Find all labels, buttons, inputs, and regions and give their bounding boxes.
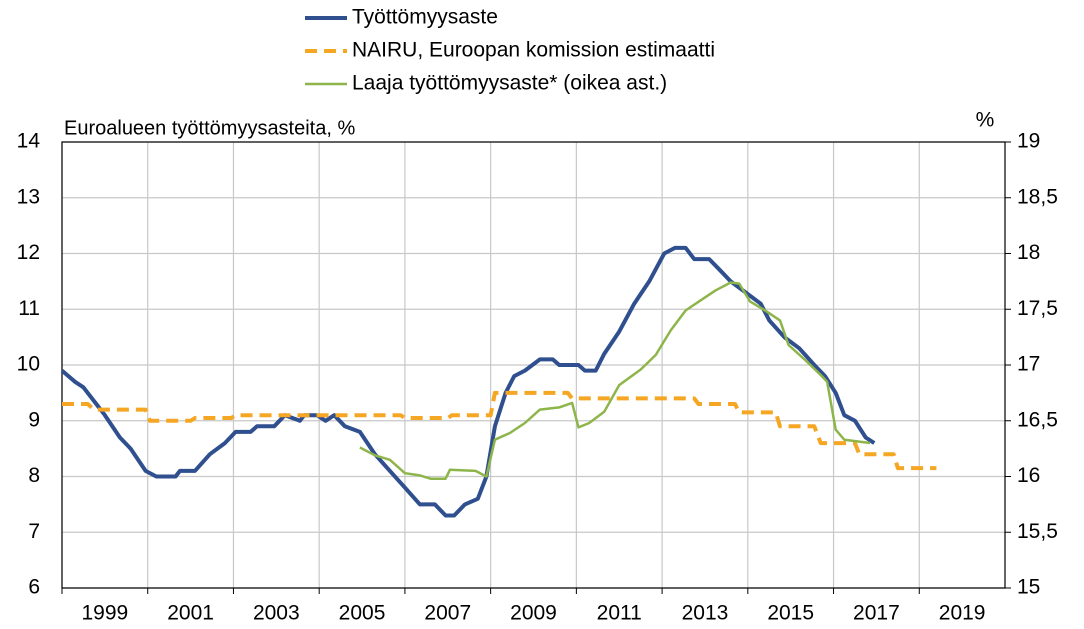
y-tick-label: 14: [17, 130, 41, 153]
y2-tick-label: 17,5: [1017, 297, 1058, 320]
x-tick-label: 2019: [939, 602, 986, 625]
x-tick-label: 2011: [597, 602, 642, 625]
y2-tick-label: 19: [1017, 130, 1040, 153]
series-line: [359, 281, 871, 480]
x-tick-label: 2003: [253, 602, 300, 625]
y-tick-label: 10: [17, 353, 40, 376]
x-tick-label: 2005: [339, 602, 386, 625]
series-line: [62, 390, 937, 471]
y2-tick-label: 16,5: [1017, 408, 1058, 431]
x-tick-label: 2017: [853, 602, 900, 625]
plot-frame: [61, 141, 1006, 589]
y2-axis-label: %: [976, 109, 995, 132]
x-tick-label: 2007: [424, 602, 471, 625]
x-tick-label: 2015: [767, 602, 814, 625]
x-tick-label: 2009: [510, 602, 557, 625]
y-tick-label: 7: [28, 520, 40, 543]
legend-label: Laaja työttömyysaste* (oikea ast.): [352, 72, 667, 95]
y2-tick-label: 15,5: [1017, 520, 1058, 543]
chart-title: Euroalueen työttömyysasteita, %: [64, 117, 355, 139]
y2-tick-label: 16: [1017, 464, 1040, 487]
y-tick-label: 8: [28, 464, 40, 487]
legend-label: Työttömyysaste: [352, 6, 498, 29]
y-tick-label: 6: [28, 576, 40, 599]
x-tick-label: 2013: [682, 602, 729, 625]
y-tick-label: 9: [28, 408, 40, 431]
y2-tick-label: 18,5: [1017, 185, 1058, 208]
y-tick-label: 13: [17, 185, 40, 208]
y2-tick-label: 18: [1017, 241, 1040, 264]
y2-tick-label: 15: [1017, 576, 1040, 599]
y2-tick-label: 17: [1017, 353, 1040, 376]
y-tick-label: 11: [18, 297, 40, 320]
y-tick-label: 12: [17, 241, 40, 264]
x-tick-label: 1999: [82, 602, 129, 625]
legend-label: NAIRU, Euroopan komission estimaatti: [352, 39, 715, 62]
x-tick-label: 2001: [167, 602, 214, 625]
series-line: [60, 245, 876, 518]
